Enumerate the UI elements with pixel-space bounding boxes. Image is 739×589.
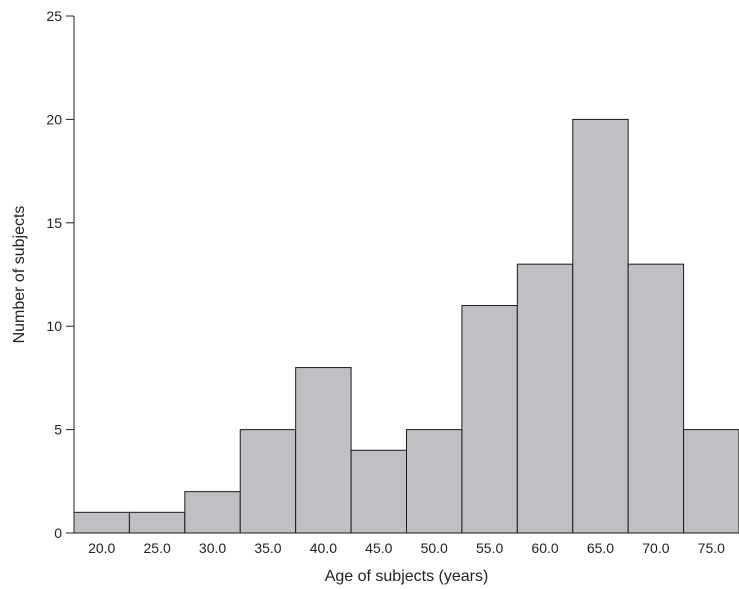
x-tick-label: 60.0 bbox=[531, 540, 558, 556]
x-tick-label: 55.0 bbox=[476, 540, 503, 556]
x-tick-label: 30.0 bbox=[199, 540, 226, 556]
bar-55.0 bbox=[461, 305, 518, 534]
x-tick-label: 25.0 bbox=[144, 540, 171, 556]
x-tick-label: 65.0 bbox=[587, 540, 614, 556]
y-tick-label: 25 bbox=[46, 8, 62, 24]
y-tick-label: 0 bbox=[54, 525, 62, 541]
x-tick-label: 45.0 bbox=[365, 540, 392, 556]
y-axis-ticks: 0 5 10 15 20 25 bbox=[46, 8, 74, 541]
y-axis-title: Number of subjects bbox=[11, 206, 28, 344]
bar-65.0 bbox=[572, 118, 629, 534]
bar-75.0 bbox=[683, 429, 739, 534]
x-tick-label: 20.0 bbox=[88, 540, 115, 556]
bar-50.0 bbox=[406, 429, 463, 534]
x-tick-label: 70.0 bbox=[642, 540, 669, 556]
x-tick-label: 40.0 bbox=[310, 540, 337, 556]
y-tick-label: 15 bbox=[46, 215, 62, 231]
y-tick-label: 20 bbox=[46, 111, 62, 127]
x-tick-label: 75.0 bbox=[698, 540, 725, 556]
bar-35.0 bbox=[239, 429, 297, 534]
bar-20.0 bbox=[73, 511, 130, 534]
y-tick-label: 10 bbox=[46, 318, 62, 334]
bar-70.0 bbox=[627, 263, 685, 534]
bar-40.0 bbox=[295, 367, 352, 534]
x-axis-tick-labels: 20.0 25.0 30.0 35.0 40.0 45.0 50.0 55.0 60.0 65.0… bbox=[88, 540, 725, 556]
x-axis-title: Age of subjects (years) bbox=[325, 568, 489, 585]
bar-30.0 bbox=[184, 491, 241, 534]
bar-45.0 bbox=[350, 449, 408, 534]
x-tick-label: 50.0 bbox=[421, 540, 448, 556]
bar-25.0 bbox=[128, 511, 186, 534]
bar-60.0 bbox=[516, 263, 574, 534]
bars-group bbox=[73, 118, 739, 534]
x-tick-label: 35.0 bbox=[254, 540, 281, 556]
y-tick-label: 5 bbox=[54, 422, 62, 438]
